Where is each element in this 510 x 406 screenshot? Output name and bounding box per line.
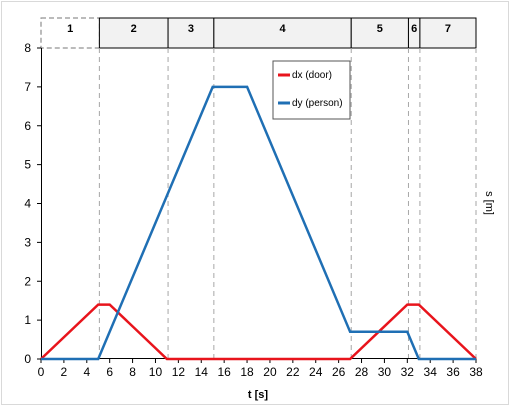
x-tick-label: 34 [424,365,438,379]
phase-box-7 [419,17,477,49]
x-tick-label: 38 [469,365,483,379]
y-tick-label: 2 [24,274,31,288]
x-ticks: 0 2 4 6 8 10 12 14 16 18 20 22 24 26 28 30 32 34 36 38 [38,359,483,379]
x-tick-label: 16 [217,365,231,379]
x-tick-label: 12 [172,365,186,379]
x-tick-label: 24 [309,365,323,379]
axes [41,48,476,359]
x-tick-label: 20 [263,365,277,379]
x-tick-label: 28 [355,365,369,379]
series-line-door [40,303,477,361]
legend-label-person: dy (person) [292,98,343,109]
phase-box-2 [98,17,169,49]
x-axis-title: t [s] [248,389,269,401]
y-tick-label: 3 [24,235,31,249]
series-line-person [41,85,476,361]
phase-boundary-lines [98,48,477,359]
x-tick-label: 32 [401,365,415,379]
phase-box-1 [40,17,100,49]
y-tick-label: 1 [24,313,31,327]
x-tick-label: 26 [332,365,346,379]
x-tick-label: 30 [378,365,392,379]
x-tick-label: 10 [149,365,163,379]
phase-box-3 [167,17,215,49]
y-ticks: 0 1 2 3 4 5 6 7 8 [24,41,41,366]
legend-label-door: dx (door) [292,70,332,81]
x-tick-label: 2 [61,365,68,379]
series-lines [40,85,477,361]
x-tick-label: 22 [286,365,300,379]
x-tick-label: 6 [106,365,113,379]
phase-label-2: 2 [131,23,137,35]
phase-label-5: 5 [377,23,383,35]
legend-box [272,60,351,120]
y-tick-label: 4 [24,197,31,211]
x-tick-label: 14 [195,365,209,379]
x-tick-label: 4 [83,365,90,379]
x-tick-label: 0 [38,365,45,379]
legend: dx (door) dy (person) [272,60,351,120]
phase-label-4: 4 [279,23,286,35]
phase-label-7: 7 [445,23,451,35]
phase-label-1: 1 [67,23,73,35]
x-tick-label: 18 [240,365,254,379]
phase-label-6: 6 [411,23,417,35]
y-axis-title: s [m] [483,191,495,215]
y-tick-label: 8 [24,41,31,55]
y-tick-label: 6 [24,119,31,133]
phase-label-3: 3 [188,23,194,35]
y-tick-label: 0 [24,352,31,366]
x-tick-label: 36 [446,365,460,379]
y-tick-label: 7 [24,80,31,94]
phase-bar: 1 2 3 4 5 6 7 [40,17,477,49]
x-tick-label: 8 [129,365,136,379]
y-tick-label: 5 [24,158,31,172]
